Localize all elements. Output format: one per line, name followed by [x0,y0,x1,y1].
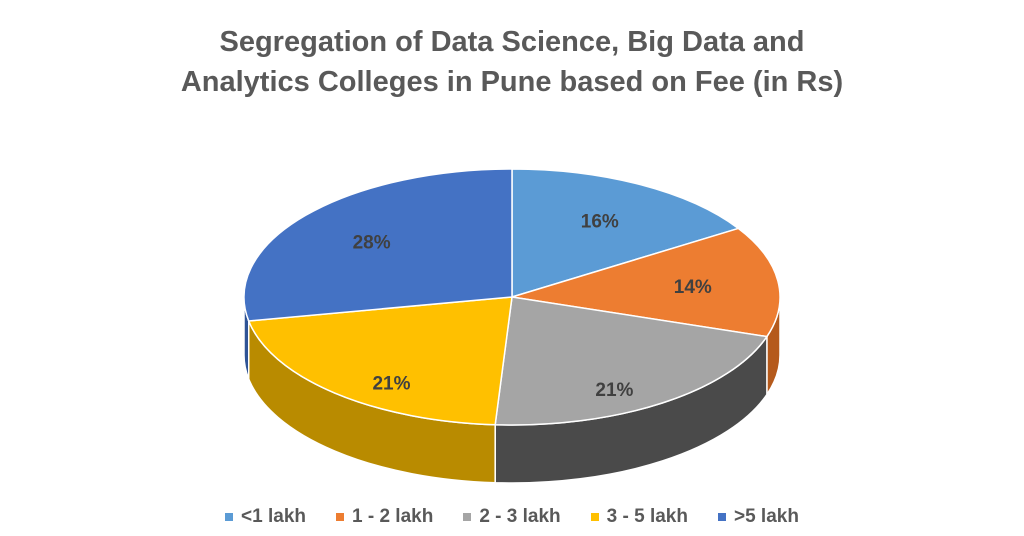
title-line-1: Segregation of Data Science, Big Data an… [219,26,805,58]
legend-label: 3 - 5 lakh [606,506,688,527]
legend: <1 lakh 1 - 2 lakh 2 - 3 lakh 3 - 5 lakh >5 … [0,506,1024,528]
legend-item: 1 - 2 lakh [336,506,433,528]
data-label: 21% [372,373,410,394]
legend-item: <1 lakh [225,506,306,528]
pie-slice[interactable] [511,227,781,338]
legend-swatch [336,513,344,521]
title-line-2: Analytics Colleges in Pune based on Fee … [180,66,844,98]
legend-label: 1 - 2 lakh [352,506,434,527]
legend-swatch [590,513,599,521]
legend-label: <1 lakh [241,506,306,527]
pie-slice[interactable] [243,168,513,322]
data-label: 14% [674,277,712,298]
data-label: 28% [353,233,391,254]
chart-title: Segregation of Data Science, Big Data an… [0,22,1024,102]
data-label: 16% [581,212,619,233]
legend-label: 2 - 3 lakh [479,506,561,527]
legend-swatch [463,513,472,521]
legend-label: >5 lakh [733,506,799,527]
pie-slice[interactable] [494,296,769,426]
pie-slice[interactable] [247,296,513,426]
data-label: 21% [595,380,633,401]
legend-item: >5 lakh [717,506,799,528]
legend-item: 2 - 3 lakh [463,506,561,528]
legend-swatch [225,513,234,521]
legend-swatch [717,513,726,521]
legend-item: 3 - 5 lakh [590,506,688,528]
pie-slice[interactable] [511,168,740,299]
